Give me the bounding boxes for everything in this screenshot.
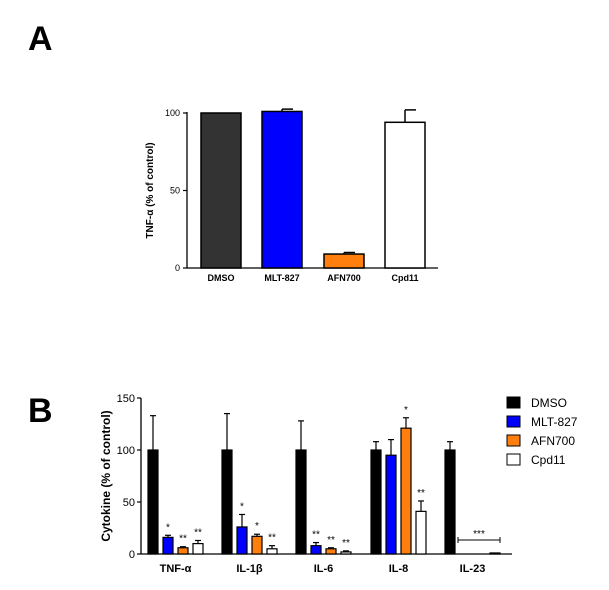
significance-label: ** — [312, 530, 320, 541]
bar — [295, 449, 307, 555]
x-tick-label: AFN700 — [327, 273, 361, 283]
y-tick-label: 150 — [117, 393, 135, 405]
significance-label: ** — [417, 488, 425, 499]
y-tick-label: 50 — [123, 497, 135, 509]
significance-label: * — [404, 405, 408, 416]
legend-label: DMSO — [531, 396, 567, 410]
significance-label: * — [166, 522, 170, 533]
bar — [251, 535, 263, 555]
significance-label: ** — [327, 535, 335, 546]
y-tick-label: 0 — [129, 549, 135, 561]
bar — [340, 551, 352, 555]
legend-swatch — [506, 396, 521, 409]
bar — [261, 110, 303, 269]
significance-label: * — [240, 501, 244, 512]
x-tick-label: IL-8 — [389, 563, 409, 575]
x-tick-label: IL-23 — [460, 563, 486, 575]
bar — [325, 548, 337, 555]
panel-label-b: B — [28, 392, 53, 430]
x-tick-label: IL-6 — [314, 563, 334, 575]
bar — [370, 449, 382, 555]
y-axis-title: TNF-α (% of control) — [145, 142, 156, 238]
bar — [266, 548, 278, 555]
significance-label: ** — [179, 534, 187, 545]
legend-swatch — [506, 434, 521, 447]
significance-label: *** — [473, 529, 485, 540]
legend-swatch — [506, 453, 521, 466]
bar — [162, 536, 174, 555]
legend-label: Cpd11 — [531, 453, 566, 467]
bar — [444, 449, 456, 555]
x-tick-label: TNF-α — [160, 563, 192, 575]
significance-label: ** — [268, 533, 276, 544]
y-tick-label: 0 — [175, 263, 180, 273]
bar — [415, 510, 427, 555]
bar — [192, 542, 204, 555]
y-tick-label: 100 — [165, 108, 180, 118]
x-tick-label: IL-1β — [236, 563, 263, 575]
x-tick-label: DMSO — [208, 273, 235, 283]
panel-label-a: A — [28, 20, 53, 58]
bar — [200, 112, 242, 269]
y-tick-label: 100 — [117, 445, 135, 457]
bar — [310, 545, 322, 555]
legend-label: AFN700 — [531, 434, 575, 448]
bar — [384, 121, 426, 269]
bar — [385, 454, 397, 555]
y-axis-title: Cytokine (% of control) — [99, 410, 113, 541]
bar — [177, 547, 189, 555]
bar — [236, 526, 248, 555]
legend-swatch — [506, 415, 521, 428]
legend-label: MLT-827 — [531, 415, 578, 429]
bar — [147, 449, 159, 555]
significance-label: * — [255, 521, 259, 532]
y-tick-label: 50 — [170, 186, 180, 196]
x-tick-label: MLT-827 — [264, 273, 299, 283]
significance-label: ** — [194, 527, 202, 538]
x-tick-label: Cpd11 — [391, 273, 418, 283]
bar — [400, 427, 412, 555]
bar — [221, 449, 233, 555]
significance-label: ** — [342, 538, 350, 549]
bar — [489, 552, 501, 555]
